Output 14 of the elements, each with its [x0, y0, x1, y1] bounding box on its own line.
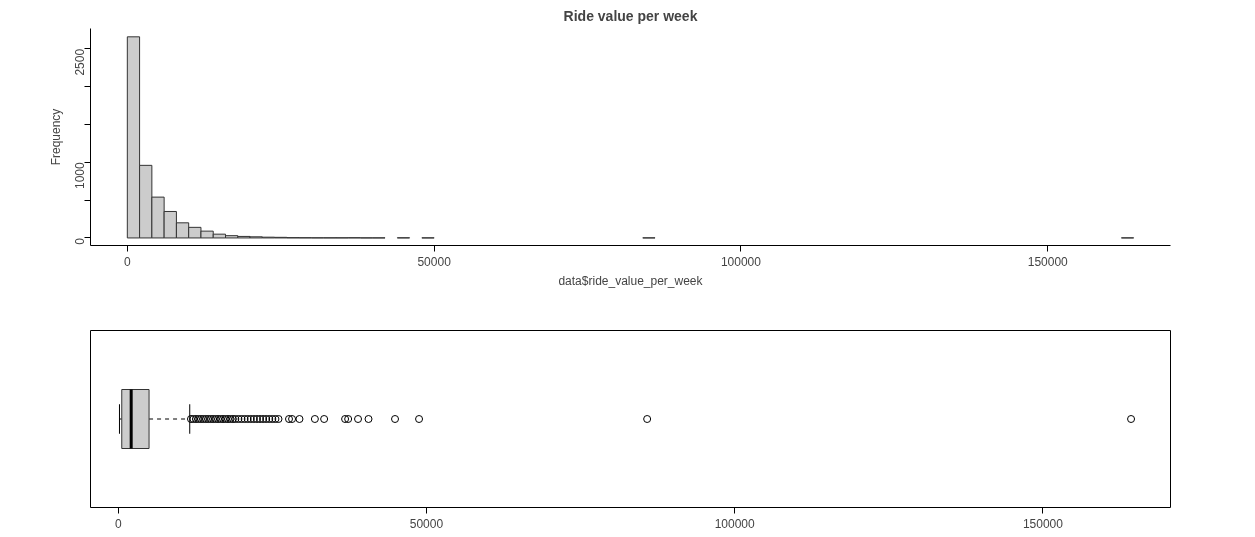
- chart-title: Ride value per week: [563, 7, 698, 24]
- x-tick-label: 150000: [1022, 516, 1064, 531]
- x-tick-label: 100000: [720, 254, 762, 269]
- y-tick-label: 1000: [73, 162, 87, 190]
- x-tick-label: 100000: [714, 516, 756, 531]
- x-tick-label: 0: [114, 516, 122, 531]
- y-axis-title: Frequency: [48, 108, 63, 166]
- x-tick-label: 0: [123, 254, 131, 269]
- x-tick-label: 50000: [417, 254, 452, 269]
- x-tick-label: 150000: [1027, 254, 1069, 269]
- y-tick-label: 2500: [73, 48, 87, 76]
- x-axis-title: data$ride_value_per_week: [558, 273, 704, 288]
- y-tick-label: 0: [73, 237, 87, 245]
- x-tick-label: 50000: [409, 516, 444, 531]
